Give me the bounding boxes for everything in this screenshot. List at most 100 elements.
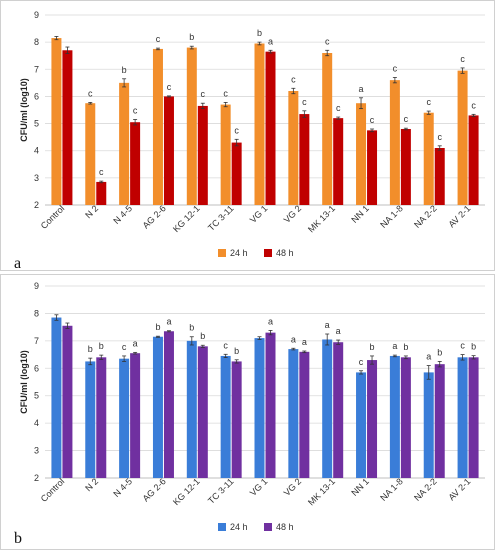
panel-a-significance-letter: c: [404, 114, 409, 124]
panel-a-bar: [163, 96, 174, 205]
panel-a-bar: [51, 38, 62, 206]
panel-b-significance-letter: a: [336, 326, 341, 336]
panel-b-bar: [85, 361, 96, 478]
panel-a-y-tick-label: 4: [34, 146, 39, 156]
panel-a-bar: [457, 70, 468, 206]
panel-b-significance-letter: a: [392, 341, 397, 351]
panel-b-label: b: [14, 530, 22, 547]
panel-a-y-tick-label: 7: [34, 64, 39, 74]
panel-a-label: a: [14, 255, 21, 272]
panel-b-y-axis-label: CFU/ml (log10): [19, 350, 29, 414]
panel-b-significance-letter: c: [122, 342, 127, 352]
panel-b-bar: [389, 355, 400, 478]
panel-a-bar: [400, 129, 411, 205]
panel-b-significance-letter: b: [370, 342, 375, 352]
panel-a-bar: [85, 103, 96, 205]
panel-b-significance-letter: b: [88, 344, 93, 354]
panel-b-bar: [186, 340, 197, 478]
panel-a-significance-letter: c: [88, 88, 93, 98]
panel-a-bar: [152, 48, 163, 205]
panel-b-significance-letter: a: [291, 334, 296, 344]
panel-b-significance-letter: a: [325, 320, 330, 330]
panel-a-significance-letter: b: [257, 28, 262, 38]
panel-b-bar: [130, 353, 141, 478]
panel-a-bar: [254, 43, 265, 205]
panel-b-significance-letter: c: [460, 341, 465, 351]
panel-b-significance-letter: a: [133, 338, 138, 348]
panel-a-significance-letter: c: [302, 97, 307, 107]
panel-a-y-tick-label: 5: [34, 119, 39, 129]
panel-a-significance-letter: c: [99, 167, 104, 177]
panel-a-bar: [299, 114, 310, 205]
panel-b-significance-letter: b: [200, 331, 205, 341]
panel-a-bar: [367, 130, 378, 205]
panel-b-significance-letter: b: [471, 342, 476, 352]
panel-a-significance-letter: c: [325, 36, 330, 46]
panel-b-bar: [51, 317, 62, 478]
panel-b-bar: [322, 339, 333, 478]
panel-b-bar: [288, 349, 299, 478]
panel-b-significance-letter: c: [223, 340, 228, 350]
panel-b-bar: [265, 332, 276, 478]
panel-a-y-tick-label: 9: [34, 10, 39, 20]
panel-b-bar: [254, 338, 265, 478]
panel-b-y-tick-label: 6: [34, 363, 39, 373]
panel-b-y-tick-label: 7: [34, 336, 39, 346]
panel-b-significance-letter: a: [426, 352, 431, 362]
panel-a-bar: [288, 91, 299, 205]
panel-b-bar: [152, 336, 163, 478]
panel-b-y-tick-label: 2: [34, 473, 39, 483]
panel-b-bar: [220, 355, 231, 478]
panel-b-significance-letter: a: [166, 317, 171, 327]
panel-b-significance-letter: b: [189, 323, 194, 333]
panel-a-y-axis-label: CFU/ml (log10): [19, 78, 29, 142]
panel-a-bar: [434, 148, 445, 205]
panel-a-y-tick-label: 3: [34, 173, 39, 183]
panel-a-bar: [197, 105, 208, 205]
panel-b-y-tick-label: 9: [34, 281, 39, 291]
panel-b-bar: [356, 372, 367, 478]
panel-a-significance-letter: c: [167, 82, 172, 92]
panel-a-bar: [220, 104, 231, 205]
panel-b-bar: [163, 331, 174, 478]
panel-a-significance-letter: c: [437, 132, 442, 142]
panel-a-frame: [0, 0, 495, 271]
panel-b-legend-swatch: [264, 523, 272, 531]
panel-a-bar: [62, 50, 73, 206]
panel-b-bar: [333, 342, 344, 478]
panel-a-bar: [265, 51, 276, 206]
panel-b-bar: [119, 358, 130, 478]
panel-a-significance-letter: c: [133, 106, 138, 116]
panel-a-significance-letter: c: [234, 125, 239, 135]
panel-a-significance-letter: c: [201, 89, 206, 99]
panel-b-y-tick-label: 8: [34, 308, 39, 318]
panel-b-y-tick-label: 5: [34, 391, 39, 401]
panel-b-bar: [62, 325, 73, 478]
panel-a-bar: [186, 47, 197, 206]
panel-a-bar: [231, 142, 242, 205]
panel-a-significance-letter: c: [471, 100, 476, 110]
panel-b-bar: [367, 360, 378, 478]
panel-a-y-tick-label: 8: [34, 37, 39, 47]
panel-a-significance-letter: c: [336, 103, 341, 113]
panel-b-significance-letter: a: [268, 316, 273, 326]
panel-a-y-tick-label: 2: [34, 200, 39, 210]
panel-b-significance-letter: c: [359, 357, 364, 367]
panel-a-legend-label: 24 h: [230, 248, 248, 258]
panel-b-bar: [457, 357, 468, 478]
panel-b-bar: [197, 346, 208, 478]
panel-a-bar: [119, 82, 130, 205]
panel-a-legend-swatch: [218, 249, 226, 257]
panel-a-bar: [333, 118, 344, 205]
panel-a-significance-letter: b: [189, 32, 194, 42]
panel-b-bar: [231, 361, 242, 478]
panel-b-bar: [468, 357, 479, 478]
panel-a-bar: [468, 115, 479, 205]
panel-b-legend-label: 48 h: [276, 522, 294, 532]
panel-a-legend-label: 48 h: [276, 248, 294, 258]
panel-a-bar: [322, 53, 333, 205]
panel-a-legend-swatch: [264, 249, 272, 257]
panel-b-bar: [96, 357, 107, 478]
panel-a-bar: [96, 181, 107, 205]
